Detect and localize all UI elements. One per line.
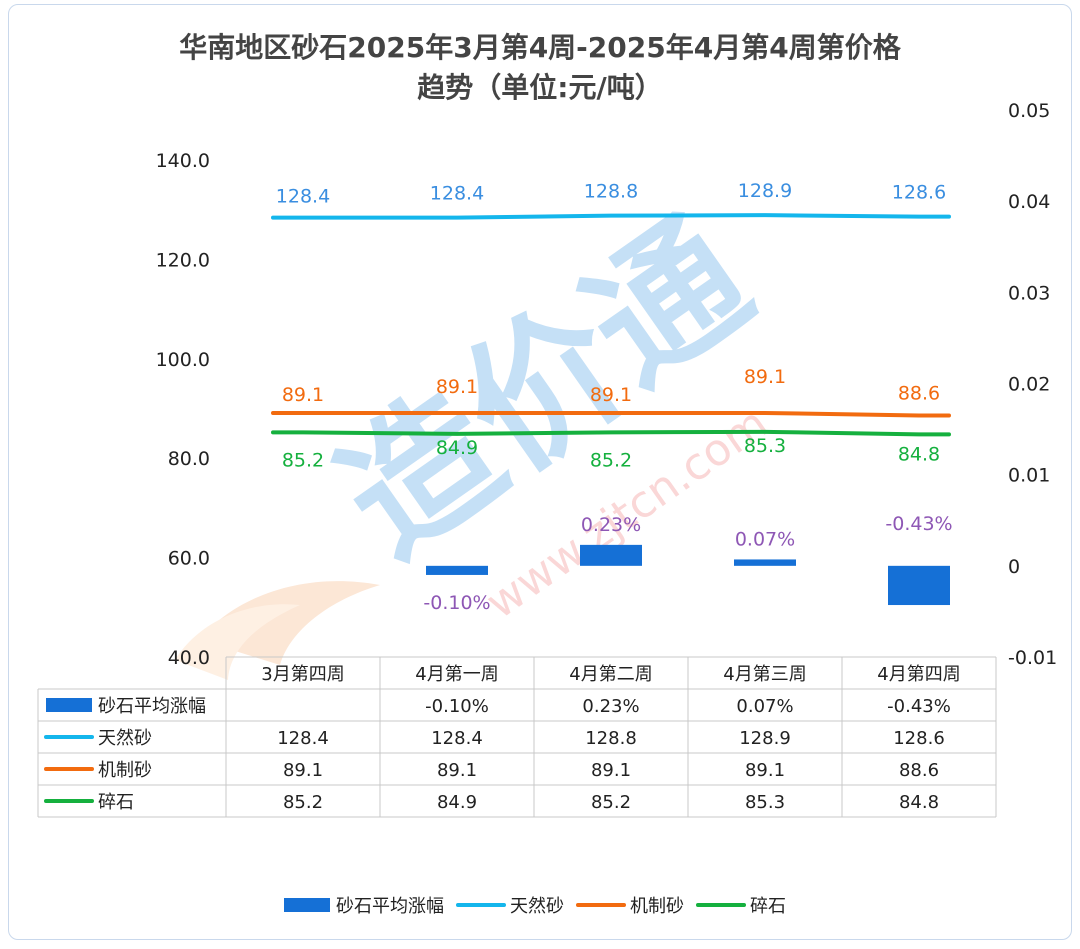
y-right-tick-label: 0.04: [1008, 191, 1050, 213]
legend-label: 砂石平均涨幅: [336, 896, 444, 917]
data-label: 128.6: [892, 182, 946, 204]
data-label: 89.1: [436, 376, 478, 398]
data-label: 85.2: [590, 449, 632, 471]
table-cell: 128.9: [739, 728, 791, 749]
y-right-tick-label: -0.01: [1008, 647, 1057, 669]
y-left-tick-label: 60.0: [168, 548, 210, 570]
table-cell: 84.8: [899, 792, 939, 813]
bars-layer: [426, 544, 950, 606]
data-label: 128.4: [430, 183, 484, 205]
table-header-cell: 4月第二周: [569, 664, 652, 685]
table-row-label: 砂石平均涨幅: [98, 696, 206, 717]
data-label: 84.8: [898, 443, 940, 465]
table-cell: 128.6: [893, 728, 945, 749]
data-label: 128.8: [584, 181, 638, 203]
data-label: 84.9: [436, 437, 478, 459]
legend-label: 机制砂: [630, 896, 684, 917]
series-line: [271, 213, 951, 220]
y-left-tick-label: 140.0: [156, 150, 210, 172]
watermark-swoosh-2: [175, 604, 300, 680]
y-right-tick-label: 0.05: [1008, 100, 1050, 122]
data-label: 89.1: [744, 366, 786, 388]
table-header-cell: 3月第四周: [261, 664, 344, 685]
table-cell: 0.07%: [736, 696, 793, 717]
table-row-label: 机制砂: [98, 760, 152, 781]
y-right-tick-label: 0: [1008, 556, 1020, 578]
y-right-tick-label: 0.03: [1008, 282, 1050, 304]
watermark-swoosh: [200, 581, 380, 665]
bar-data-label: 0.07%: [735, 528, 795, 550]
lines-layer: [271, 213, 951, 437]
table-cell: 89.1: [745, 760, 785, 781]
data-label: 89.1: [282, 384, 324, 406]
chart-title: 华南地区砂石2025年3月第4周-2025年4月第4周第价格 趋势（单位:元/吨…: [0, 28, 1080, 108]
y-left-tick-label: 80.0: [168, 448, 210, 470]
bar-price-change: [580, 544, 642, 566]
table-header-cell: 4月第一周: [415, 664, 498, 685]
data-label: 85.3: [744, 435, 786, 457]
table-cell: 128.8: [585, 728, 637, 749]
legend-label: 碎石: [750, 896, 786, 917]
table-cell: 89.1: [591, 760, 631, 781]
bar-price-change: [734, 559, 796, 566]
bar-price-change: [888, 565, 950, 606]
table-cell: 85.2: [283, 792, 323, 813]
table-header-cell: 4月第三周: [723, 664, 806, 685]
table-cell: -0.10%: [425, 696, 489, 717]
table-row-key-bar: [46, 698, 92, 712]
series-line: [271, 429, 951, 437]
y-right-tick-label: 0.01: [1008, 465, 1050, 487]
series-line: [271, 410, 951, 418]
data-labels-layer: 128.4 128.4 128.8 128.9 128.6 89.1 89.1 89.1 89.…: [276, 180, 953, 614]
table-cell: 89.1: [437, 760, 477, 781]
data-label: 128.4: [276, 186, 330, 208]
chart-title-line2: 趋势（单位:元/吨）: [417, 71, 663, 104]
chart-title-line1: 华南地区砂石2025年3月第4周-2025年4月第4周第价格: [179, 31, 901, 64]
table-header-cell: 4月第四周: [877, 664, 960, 685]
y-left-tick-label: 120.0: [156, 249, 210, 271]
table-cell: 128.4: [277, 728, 329, 749]
table-row-label: 天然砂: [98, 728, 152, 749]
legend: 砂石平均涨幅 天然砂 机制砂 碎石: [284, 896, 786, 917]
y-left-tick-label: 40.0: [168, 647, 210, 669]
data-label: 88.6: [898, 382, 940, 404]
table-cell: 84.9: [437, 792, 477, 813]
table-cell: 0.23%: [582, 696, 639, 717]
watermark-logo-text: 造价通: [311, 189, 779, 590]
table-cell: 85.2: [591, 792, 631, 813]
table-cell: 89.1: [283, 760, 323, 781]
y-right-tick-label: 0.02: [1008, 374, 1050, 396]
bar-price-change: [426, 565, 488, 575]
bar-data-label: 0.23%: [581, 514, 641, 536]
legend-key-bar: [284, 898, 330, 912]
table-cell: 85.3: [745, 792, 785, 813]
bar-data-label: -0.43%: [885, 513, 952, 535]
chart-frame: [8, 4, 1072, 940]
data-label: 85.2: [282, 449, 324, 471]
table-cell: 88.6: [899, 760, 939, 781]
table-row-label: 碎石: [98, 792, 134, 813]
y-left-tick-label: 100.0: [156, 349, 210, 371]
table-cell: 128.4: [431, 728, 483, 749]
bar-data-label: -0.10%: [423, 592, 490, 614]
data-label: 128.9: [738, 180, 792, 202]
legend-label: 天然砂: [510, 896, 564, 917]
table-cell: -0.43%: [887, 696, 951, 717]
axes-layer: 140.0 120.0 100.0 80.0 60.0 40.0 0.05 0.04 0.03 0…: [156, 100, 1058, 669]
data-label: 89.1: [590, 384, 632, 406]
